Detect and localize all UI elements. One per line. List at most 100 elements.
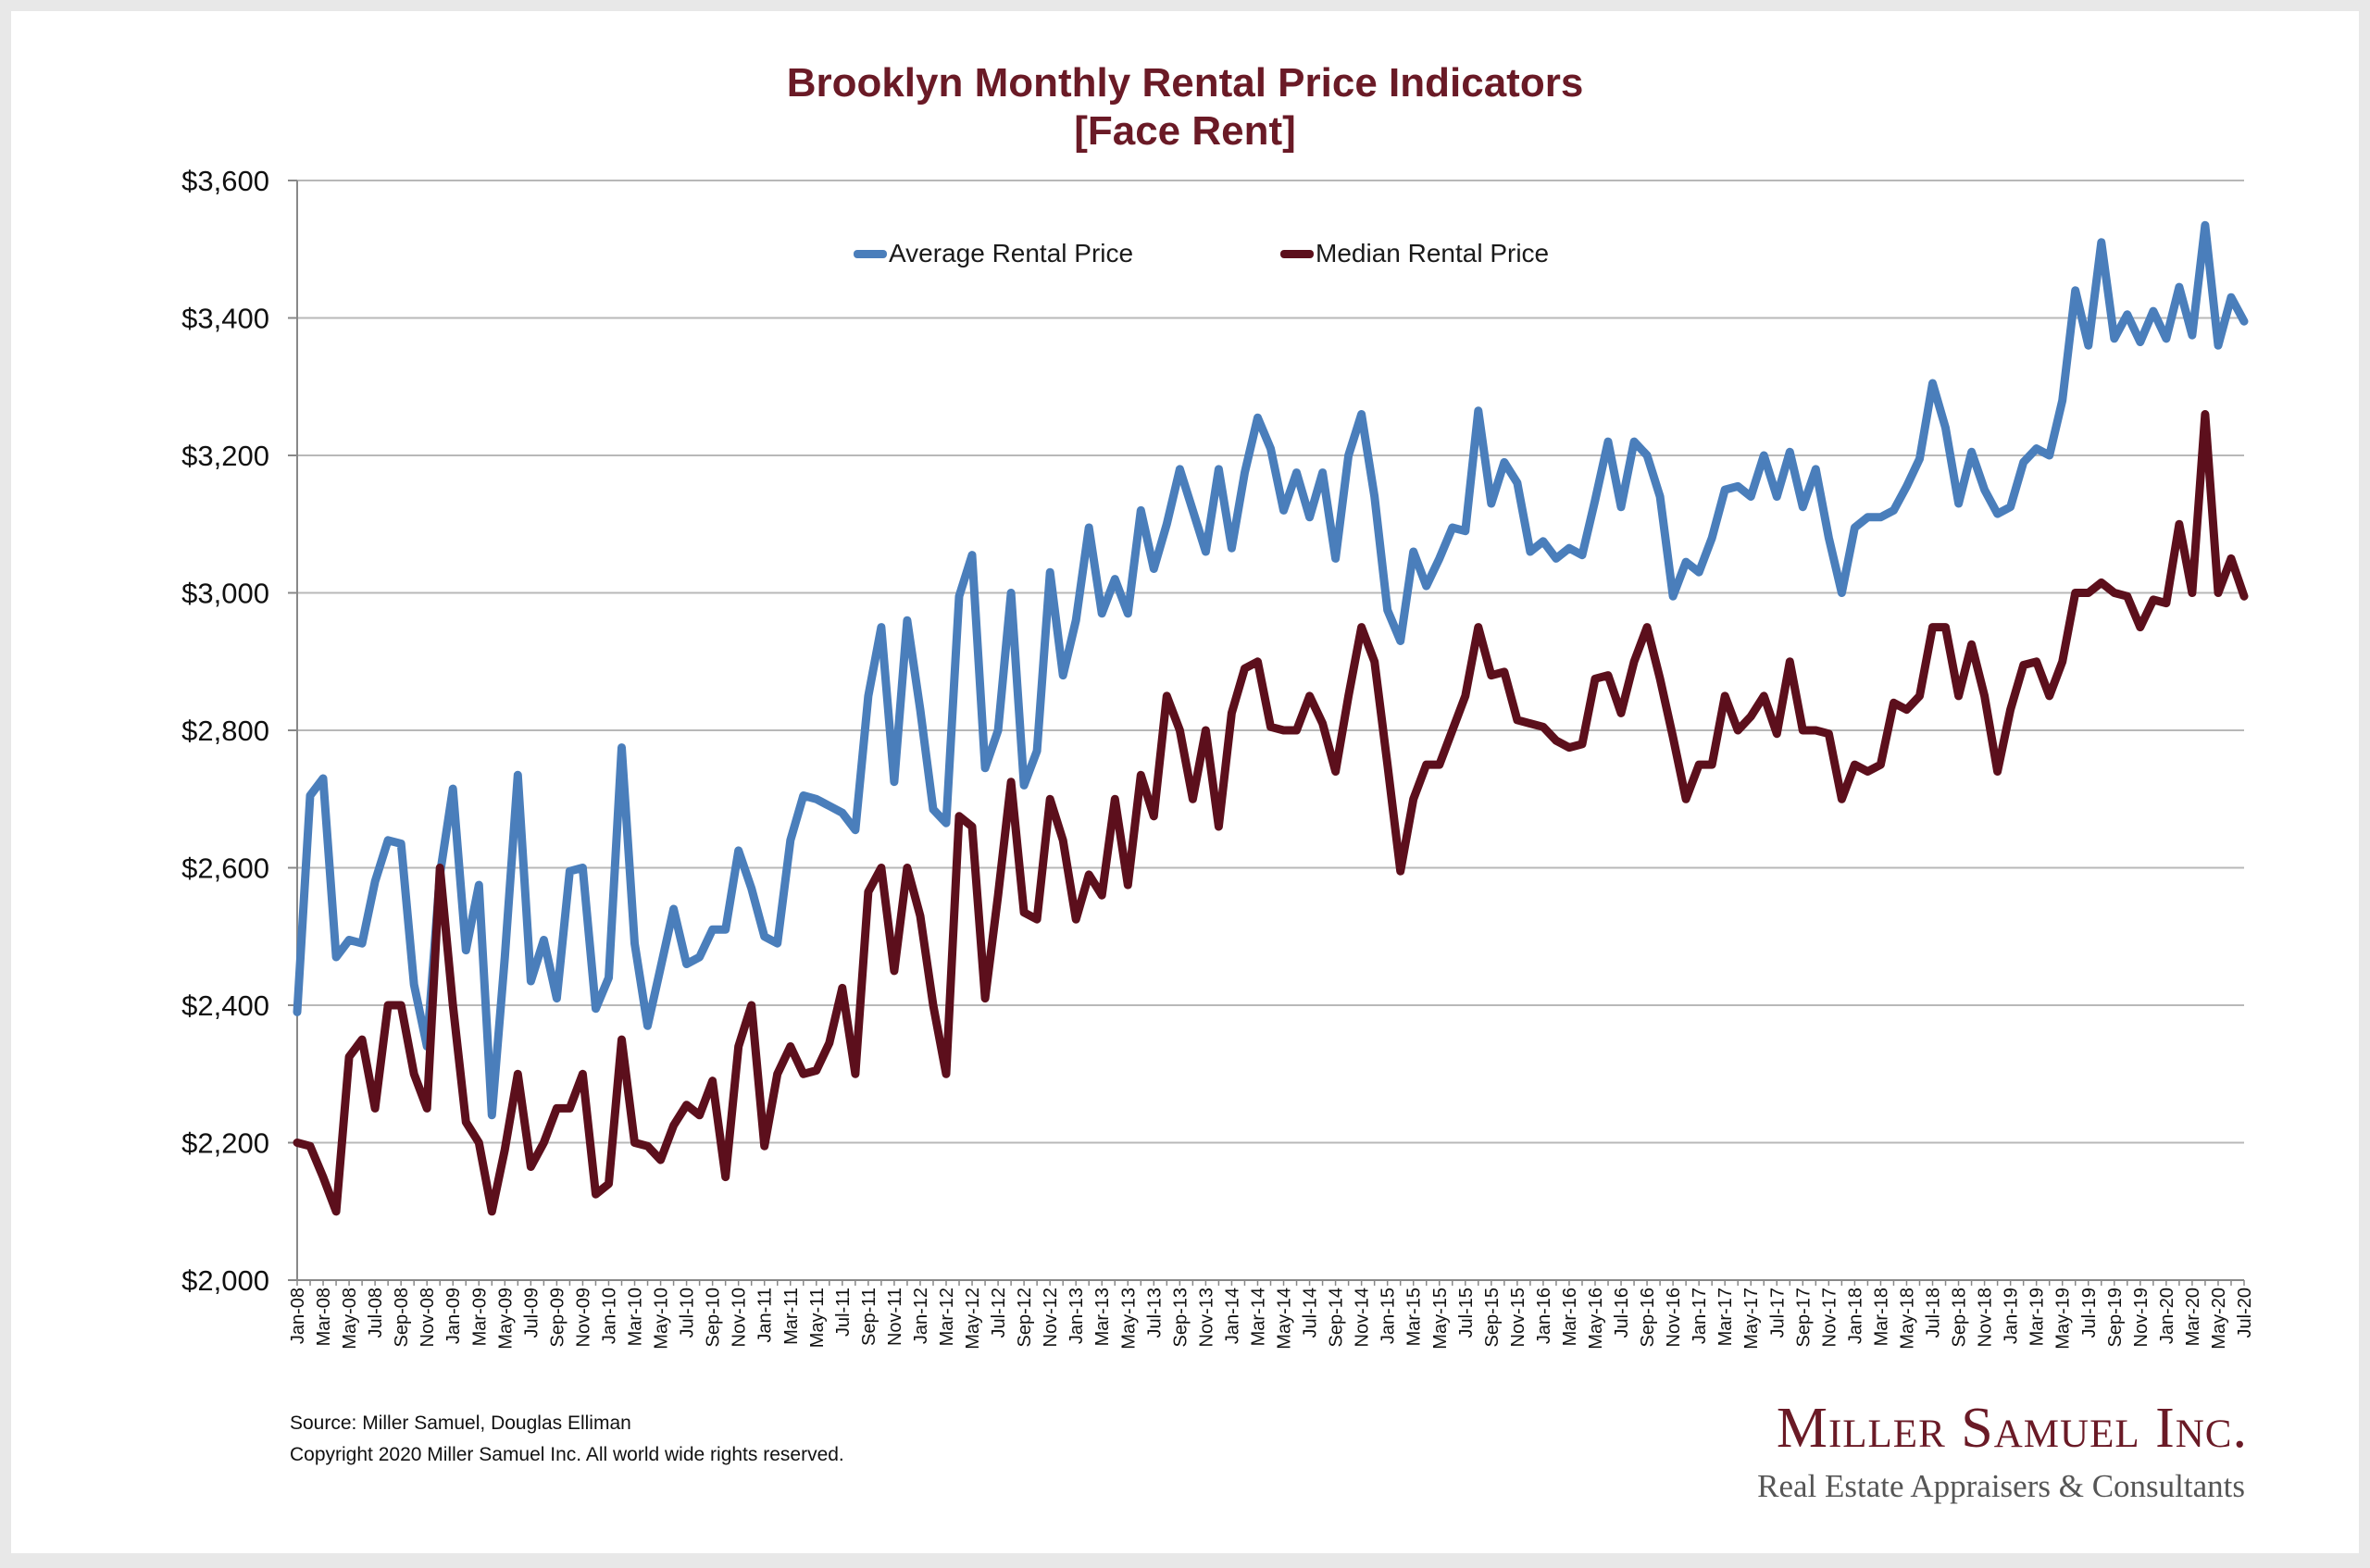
x-tick-label: Sep-16 xyxy=(1638,1288,1658,1348)
series-line-median xyxy=(293,410,2249,1216)
x-tick-label: Jan-20 xyxy=(2157,1288,2177,1344)
x-tick-label: Nov-12 xyxy=(1041,1288,1061,1347)
series-lines xyxy=(293,220,2249,1216)
x-tick-label: Mar-13 xyxy=(1092,1288,1113,1346)
x-tick-label: Mar-12 xyxy=(937,1288,957,1346)
x-tick-label: Mar-10 xyxy=(626,1288,646,1346)
y-tick-label: $3,400 xyxy=(181,303,269,335)
x-tick-label: Jul-14 xyxy=(1301,1288,1321,1338)
x-tick-label: Sep-12 xyxy=(1015,1288,1035,1348)
company-logo-name: Miller Samuel Inc. xyxy=(1776,1397,2248,1460)
legend-swatch-median xyxy=(1280,249,1314,258)
x-tick-label: May-09 xyxy=(495,1288,516,1350)
legend-item-median: Median Rental Price xyxy=(1280,239,1549,268)
x-tick-label: May-12 xyxy=(963,1288,983,1350)
x-tick-label: Jul-08 xyxy=(366,1288,386,1338)
legend-label-median: Median Rental Price xyxy=(1316,239,1550,268)
x-tick-label: Nov-17 xyxy=(1819,1288,1840,1347)
x-tick-label: May-17 xyxy=(1741,1288,1762,1350)
x-tick-label: Mar-14 xyxy=(1248,1288,1268,1346)
x-tick-label: Jan-11 xyxy=(755,1288,776,1343)
x-tick-label: Jul-11 xyxy=(833,1288,854,1337)
x-tick-label: Nov-18 xyxy=(1976,1288,1996,1347)
chart-card xyxy=(11,11,2359,1553)
x-tick-label: Mar-09 xyxy=(469,1288,490,1346)
x-tick-label: May-16 xyxy=(1586,1288,1606,1350)
legend-swatch-average xyxy=(854,249,887,258)
axes xyxy=(296,180,2244,1281)
x-tick-label: Sep-15 xyxy=(1482,1288,1503,1348)
x-tick-label: Sep-18 xyxy=(1950,1288,1970,1348)
company-logo-tagline: Real Estate Appraisers & Consultants xyxy=(1757,1468,2245,1504)
x-tick-label: Jan-12 xyxy=(911,1288,931,1344)
x-tick-label: Sep-11 xyxy=(859,1288,879,1346)
x-tick-label: May-18 xyxy=(1897,1288,1917,1350)
x-tick-label: Mar-20 xyxy=(2183,1288,2203,1346)
y-tick-label: $2,200 xyxy=(181,1127,269,1160)
x-tick-label: May-20 xyxy=(2209,1288,2229,1350)
x-tick-label: Jan-09 xyxy=(443,1288,464,1344)
x-tick-label: Mar-08 xyxy=(314,1288,334,1346)
series-line-average xyxy=(293,220,2249,1120)
x-tick-label: May-15 xyxy=(1430,1288,1451,1350)
y-tick-label: $2,000 xyxy=(181,1264,269,1297)
x-tick-label: Jul-18 xyxy=(1924,1288,1944,1338)
x-tick-label: Nov-16 xyxy=(1664,1288,1684,1347)
x-tick-label: Jan-16 xyxy=(1534,1288,1554,1344)
x-tick-label: Jul-20 xyxy=(2235,1288,2255,1338)
x-tick-label: May-14 xyxy=(1275,1288,1295,1350)
x-tick-label: May-19 xyxy=(2053,1288,2074,1350)
x-tick-label: May-13 xyxy=(1118,1288,1139,1350)
x-tick-label: Jan-17 xyxy=(1690,1288,1710,1344)
x-tick-label: Sep-08 xyxy=(392,1288,412,1348)
x-tick-label: Sep-17 xyxy=(1793,1288,1814,1348)
x-tick-label: Nov-14 xyxy=(1353,1288,1373,1347)
x-tick-label: Sep-19 xyxy=(2105,1288,2126,1348)
copyright-note: Copyright 2020 Miller Samuel Inc. All wo… xyxy=(290,1444,844,1465)
x-tick-label: Jul-19 xyxy=(2079,1288,2100,1338)
x-tick-label: Jan-10 xyxy=(599,1288,619,1344)
x-tick-label: Nov-19 xyxy=(2131,1288,2152,1347)
source-note: Source: Miller Samuel, Douglas Elliman xyxy=(290,1412,631,1434)
x-tick-label: Sep-10 xyxy=(704,1288,724,1348)
y-tick-label: $3,600 xyxy=(181,165,269,197)
x-tick-label: Mar-15 xyxy=(1404,1288,1425,1346)
x-tick-label: May-10 xyxy=(652,1288,672,1350)
x-tick-label: Mar-19 xyxy=(2027,1288,2048,1346)
y-tick-label: $3,200 xyxy=(181,440,269,472)
legend-item-average: Average Rental Price xyxy=(854,239,1133,268)
x-tick-label: Nov-09 xyxy=(573,1288,593,1347)
x-tick-label: Jul-17 xyxy=(1767,1288,1788,1338)
x-tick-label: Jan-14 xyxy=(1222,1288,1242,1344)
x-tick-label: Sep-13 xyxy=(1170,1288,1191,1348)
x-tick-label: Jul-12 xyxy=(989,1288,1009,1338)
x-tick-label: Sep-09 xyxy=(547,1288,568,1348)
y-tick-label: $2,800 xyxy=(181,715,269,747)
y-tick-label: $2,400 xyxy=(181,989,269,1022)
x-tick-label: Mar-17 xyxy=(1715,1288,1736,1346)
x-tick-label: Mar-16 xyxy=(1560,1288,1580,1346)
x-tick-label: Nov-10 xyxy=(730,1288,750,1347)
x-tick-label: Nov-13 xyxy=(1196,1288,1216,1347)
x-tick-label: Jan-19 xyxy=(2002,1288,2022,1344)
x-tick-label: May-08 xyxy=(340,1288,360,1350)
x-tick-label: Nov-15 xyxy=(1508,1288,1528,1347)
y-axis-tick-labels: $2,000 $2,200 $2,400 $2,600 $2,800 $3,000 $3,2… xyxy=(181,165,297,1297)
legend-label-average: Average Rental Price xyxy=(889,239,1134,268)
y-tick-label: $3,000 xyxy=(181,578,269,610)
x-tick-label: Sep-14 xyxy=(1327,1288,1347,1348)
x-tick-label: Nov-08 xyxy=(418,1288,438,1347)
x-tick-label: Jul-16 xyxy=(1612,1288,1632,1338)
y-tick-label: $2,600 xyxy=(181,852,269,885)
x-tick-label: Jan-18 xyxy=(1845,1288,1865,1344)
x-tick-label: May-11 xyxy=(807,1288,828,1348)
chart-title-line1: Brooklyn Monthly Rental Price Indicators xyxy=(786,60,1584,106)
x-tick-label: Jan-15 xyxy=(1378,1288,1399,1344)
x-tick-label: Jul-09 xyxy=(521,1288,542,1338)
x-tick-label: Jan-13 xyxy=(1066,1288,1087,1344)
x-tick-label: Mar-11 xyxy=(781,1288,802,1345)
x-tick-label: Nov-11 xyxy=(885,1288,905,1346)
x-tick-label: Jul-15 xyxy=(1456,1288,1477,1338)
x-tick-label: Jan-08 xyxy=(288,1288,308,1344)
